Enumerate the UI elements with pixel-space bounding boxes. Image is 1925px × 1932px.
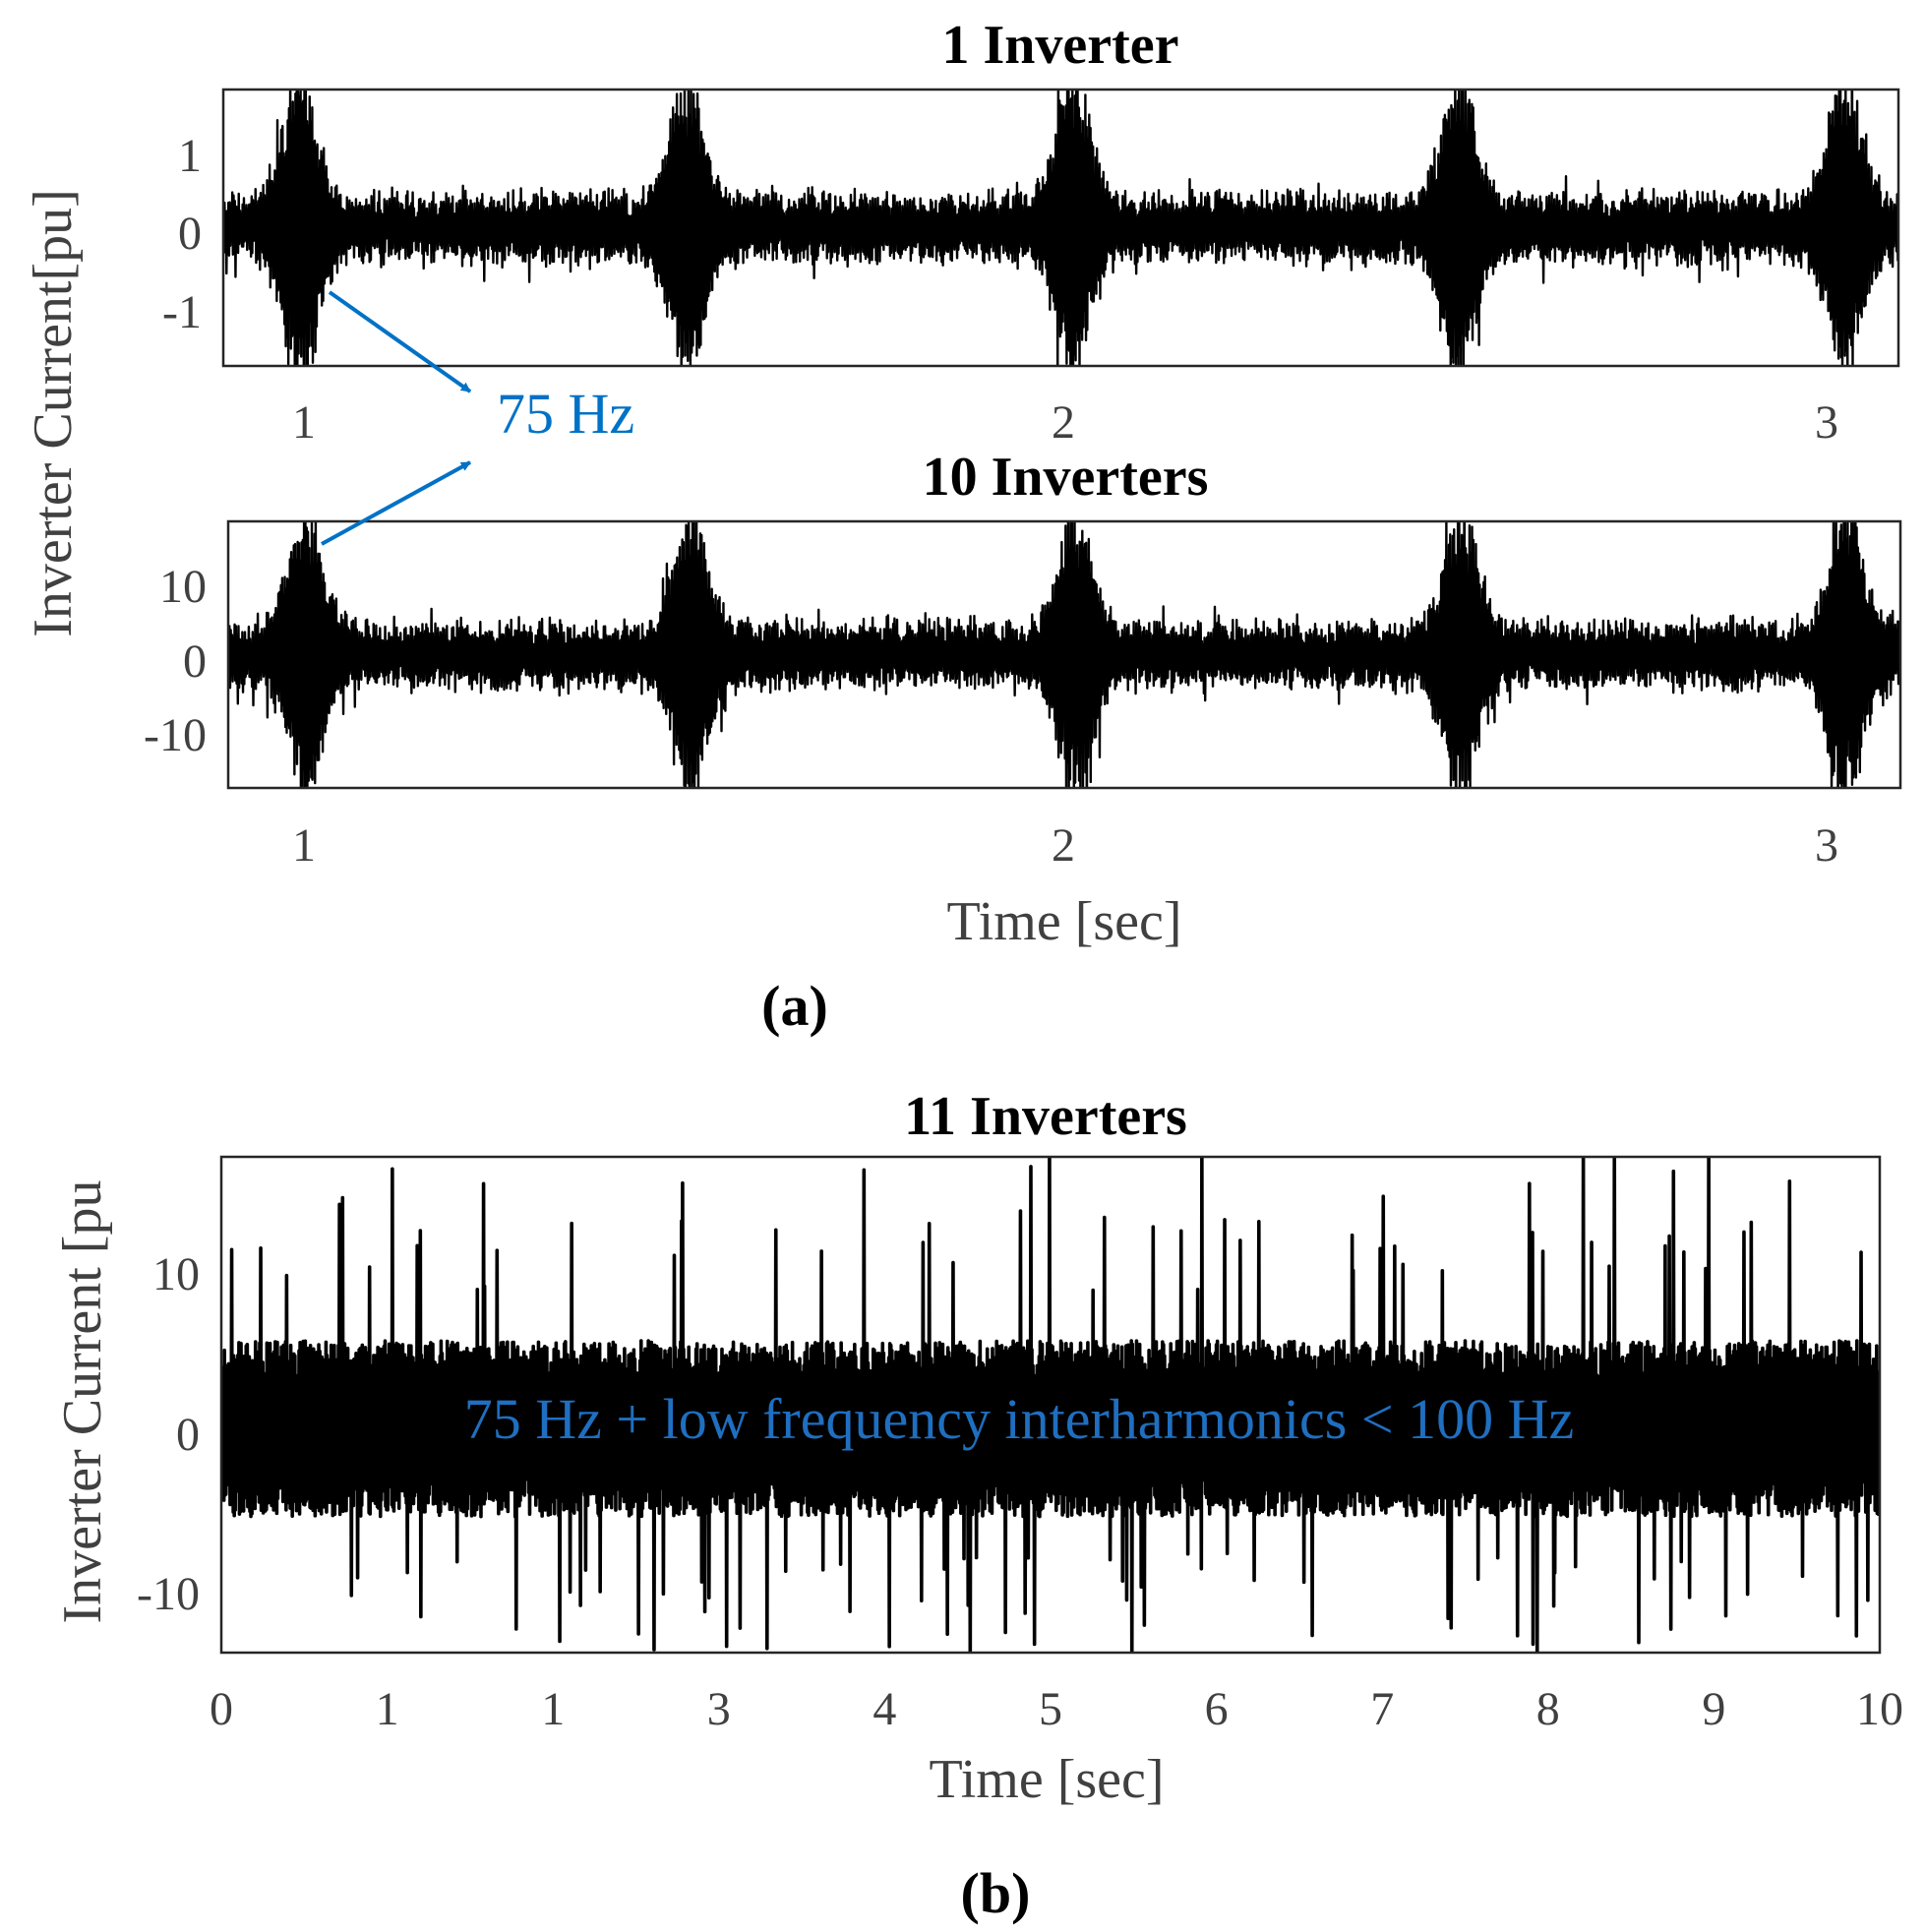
subplot-3-xtick: 7 [1370,1683,1394,1735]
subplot-2-xtick: 1 [292,819,316,872]
subplot-1-signal-line [223,90,1898,366]
subplot-1-title: 1 Inverter [941,15,1178,76]
subplot-1-xtick: 1 [292,396,316,449]
subplot-1-ytick: -1 [162,286,202,338]
panel-a-ylabel: Inverter Current[pu] [23,189,84,637]
panel-a-annotation: 75 Hz [497,382,634,446]
subplot-3-xlabel: Time [sec] [929,1749,1164,1810]
subplot-2-xtick: 2 [1052,819,1075,872]
subplot-2-series [228,521,1900,788]
subplot-3-xtick: 9 [1702,1683,1725,1735]
subplot-3-ytick: -10 [137,1568,200,1620]
subplot-2-frame [226,519,1902,790]
subplot-3-xtick: 8 [1536,1683,1560,1735]
subplot-3-yticks: 10 0 -10 [137,1248,200,1620]
subplot-11-inverters: 11 Inverters 0 1 1 3 4 5 6 7 8 9 10 10 0 -10 Time … [52,1086,1903,1810]
subplot-3-xtick: 5 [1039,1683,1062,1735]
subplot-3-xtick: 0 [210,1683,233,1735]
subplot-2-ticks: 10 0 -10 1 2 3 [144,561,1838,872]
subplot-2-ytick: 0 [183,635,207,688]
subplot-3-xtick: 6 [1205,1683,1229,1735]
subplot-1-ticks: 1 0 -1 1 2 3 [162,130,1838,449]
subplot-2-ytick: -10 [144,709,207,761]
subplot-3-xtick: 4 [872,1683,896,1735]
subplot-3-ytick: 10 [152,1248,200,1300]
subplot-3-ylabel: Inverter Current [pu [52,1180,113,1624]
subplot-1-xtick: 2 [1052,396,1075,449]
subplot-2-ytick: 10 [159,561,207,613]
subplot-1-ytick: 1 [178,130,202,182]
subplot-2-xtick: 3 [1815,819,1838,872]
subplot-3-title: 11 Inverters [904,1086,1187,1147]
subplot-3-xtick: 1 [376,1683,399,1735]
subplot-3-ytick: 0 [176,1409,200,1461]
subplot-10-inverters: 10 Inverters 10 0 -10 1 2 3 Time [sec] [144,447,1902,952]
panel-a-caption: (a) [761,974,828,1038]
annotation-arrow-upper [328,290,472,393]
subplot-3-signal-line [221,1157,1880,1653]
subplot-1-inverter: 1 Inverter 1 0 -1 1 2 3 [162,15,1900,449]
subplot-2-title: 10 Inverters [923,447,1209,508]
subplot-1-ytick: 0 [178,208,202,260]
subplot-1-series [223,90,1898,366]
subplot-3-xticks: 0 1 1 3 4 5 6 7 8 9 10 [210,1683,1903,1735]
panel-a-annotation-arrows [321,290,472,546]
subplot-1-frame [221,88,1900,368]
subplot-3-xtick: 1 [541,1683,565,1735]
subplot-3-xtick: 10 [1856,1683,1903,1735]
subplot-3-xtick: 3 [707,1683,731,1735]
subplot-3-frame [219,1155,1882,1655]
panel-b-annotation: 75 Hz + low frequency interharmonics < 1… [464,1387,1574,1451]
annotation-arrow-lower [321,460,471,546]
panel-b-caption: (b) [961,1861,1031,1925]
subplot-1-xtick: 3 [1815,396,1838,449]
subplot-3-series [221,1157,1880,1653]
subplot-2-xlabel: Time [sec] [946,891,1181,952]
subplot-2-signal-line [228,521,1900,788]
